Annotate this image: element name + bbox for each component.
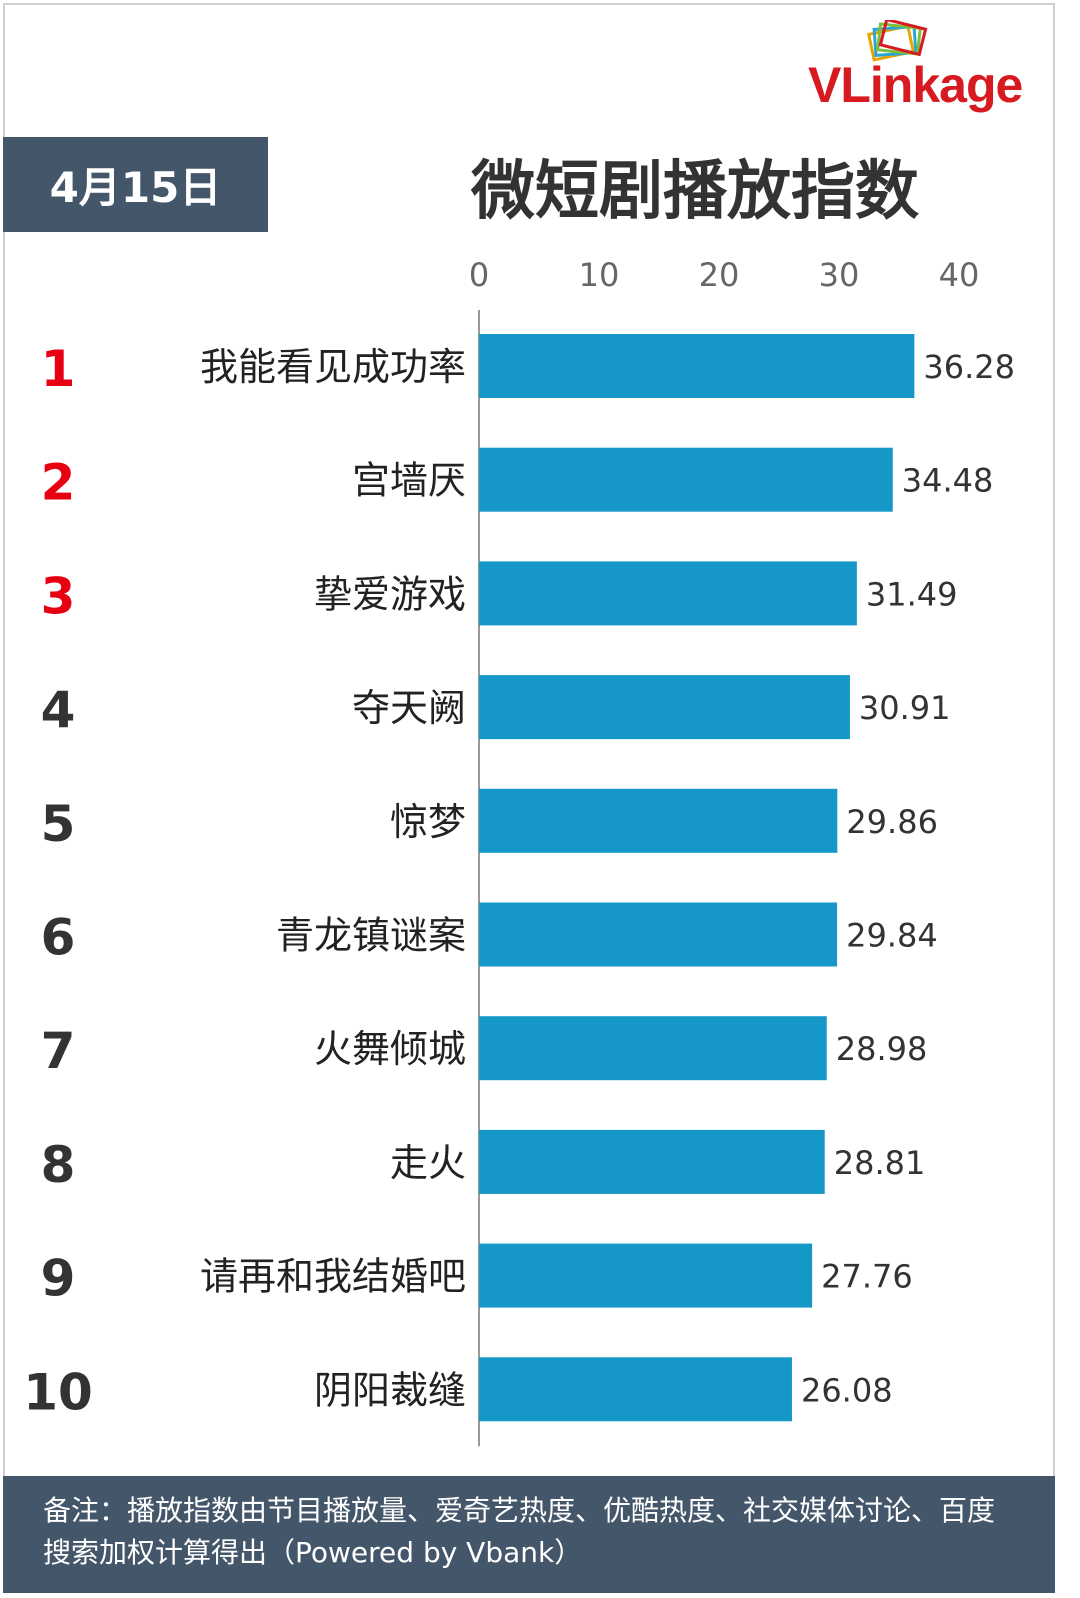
bar-value-label-9: 27.76 — [821, 1258, 913, 1296]
rank-number-6: 6 — [41, 909, 76, 967]
category-label-5: 惊梦 — [390, 800, 466, 844]
category-label-7: 火舞倾城 — [314, 1027, 466, 1071]
rank-number-8: 8 — [41, 1136, 76, 1194]
rank-number-9: 9 — [41, 1250, 76, 1308]
rank-number-7: 7 — [41, 1022, 76, 1080]
logo-frames-icon — [866, 20, 928, 62]
category-label-2: 宫墙厌 — [352, 459, 466, 503]
bar-value-label-10: 26.08 — [801, 1371, 893, 1409]
x-tick-label-2: 20 — [699, 256, 740, 294]
bar-9 — [479, 1243, 813, 1308]
chart-title: 微短剧播放指数 — [471, 155, 919, 229]
bar-1 — [479, 334, 915, 398]
bar-value-label-6: 29.84 — [846, 917, 938, 955]
bar-8 — [479, 1129, 825, 1194]
category-label-1: 我能看见成功率 — [200, 345, 466, 389]
rank-number-10: 10 — [23, 1363, 93, 1421]
bar-value-label-5: 29.86 — [846, 803, 938, 841]
bar-value-label-2: 34.48 — [902, 462, 994, 500]
vlinkage-logo: VLinkage — [808, 20, 1053, 120]
bar-value-label-4: 30.91 — [859, 689, 951, 727]
bar-7 — [479, 1016, 827, 1081]
bar-2 — [479, 447, 893, 512]
bar-value-label-3: 31.49 — [866, 575, 958, 613]
category-label-4: 夺天阙 — [352, 686, 466, 730]
bar-3 — [479, 561, 857, 626]
rank-number-5: 5 — [41, 795, 76, 853]
bar-value-label-8: 28.81 — [834, 1144, 926, 1182]
category-label-6: 青龙镇谜案 — [276, 914, 466, 958]
bar-value-label-1: 36.28 — [923, 348, 1015, 386]
rank-number-2: 2 — [41, 454, 76, 512]
logo-text: VLinkage — [808, 57, 1023, 113]
x-tick-label-4: 40 — [939, 256, 980, 294]
bar-4 — [479, 675, 850, 740]
bar-chart: 0 10 20 30 40 36.28 我能看见成功率 1 34.48 宫墙厌 2 31.49 挚爱游戏… — [23, 256, 1015, 1447]
bar-5 — [479, 788, 838, 853]
rank-number-3: 3 — [41, 567, 76, 625]
category-label-8: 走火 — [390, 1141, 466, 1185]
bar-6 — [479, 902, 838, 967]
footer-note: 备注：播放指数由节目播放量、爱奇艺热度、优酷热度、社交媒体讨论、百度搜索加权计算… — [3, 1476, 1055, 1593]
x-tick-label-1: 10 — [579, 256, 620, 294]
rank-number-1: 1 — [41, 340, 76, 398]
bar-value-label-7: 28.98 — [836, 1030, 928, 1068]
x-tick-label-3: 30 — [819, 256, 860, 294]
category-label-9: 请再和我结婚吧 — [200, 1255, 466, 1299]
bar-10 — [479, 1357, 792, 1422]
rank-number-4: 4 — [41, 681, 76, 739]
x-tick-label-0: 0 — [469, 256, 489, 294]
date-badge: 4月15日 — [3, 137, 268, 232]
category-label-3: 挚爱游戏 — [314, 572, 466, 616]
category-label-10: 阴阳裁缝 — [314, 1368, 466, 1412]
